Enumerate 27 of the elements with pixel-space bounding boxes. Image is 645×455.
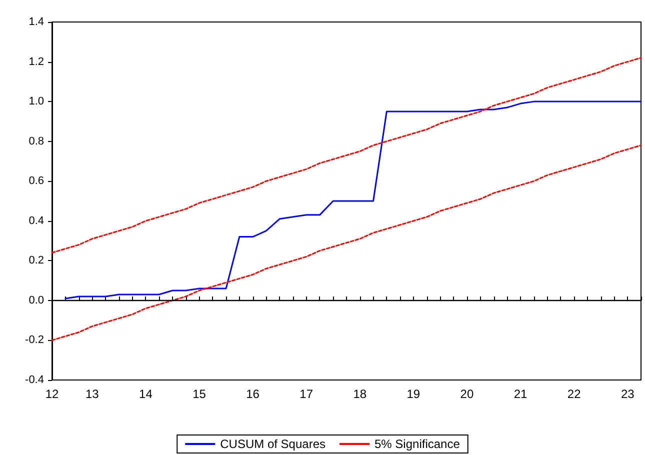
y-tick-label: 0.8 [28, 135, 44, 148]
x-tick-label: 18 [353, 387, 367, 401]
legend-label: CUSUM of Squares [220, 437, 326, 451]
x-tick-label: 12 [45, 387, 59, 401]
line-series [51, 57, 642, 254]
y-tick-label: -0.2 [25, 334, 44, 346]
x-tick-label: 17 [300, 387, 314, 401]
y-tick-label: 0.6 [28, 175, 44, 188]
line-series [64, 100, 642, 300]
x-tick-label: 15 [192, 387, 206, 401]
x-tick-label: 19 [406, 387, 420, 401]
y-tick-label: -0.4 [25, 374, 44, 386]
legend-label: 5% Significance [374, 437, 460, 451]
y-tick-label: 1.2 [28, 56, 44, 68]
x-tick-label: 21 [514, 387, 528, 401]
y-tick-label: 0.0 [28, 294, 44, 306]
y-tick-label: 0.4 [28, 214, 44, 227]
x-tick-label: 23 [620, 387, 635, 401]
y-tick-label: 0.2 [28, 254, 44, 267]
x-tick-label: 16 [246, 387, 260, 401]
y-tick-label: 1.0 [28, 96, 44, 108]
line-series [51, 144, 642, 341]
x-tick-label: 20 [460, 387, 474, 401]
y-tick-label: 1.4 [28, 16, 44, 28]
x-tick-label: 13 [85, 387, 100, 401]
x-tick-label: 14 [139, 387, 153, 401]
x-tick-label: 22 [567, 387, 582, 401]
